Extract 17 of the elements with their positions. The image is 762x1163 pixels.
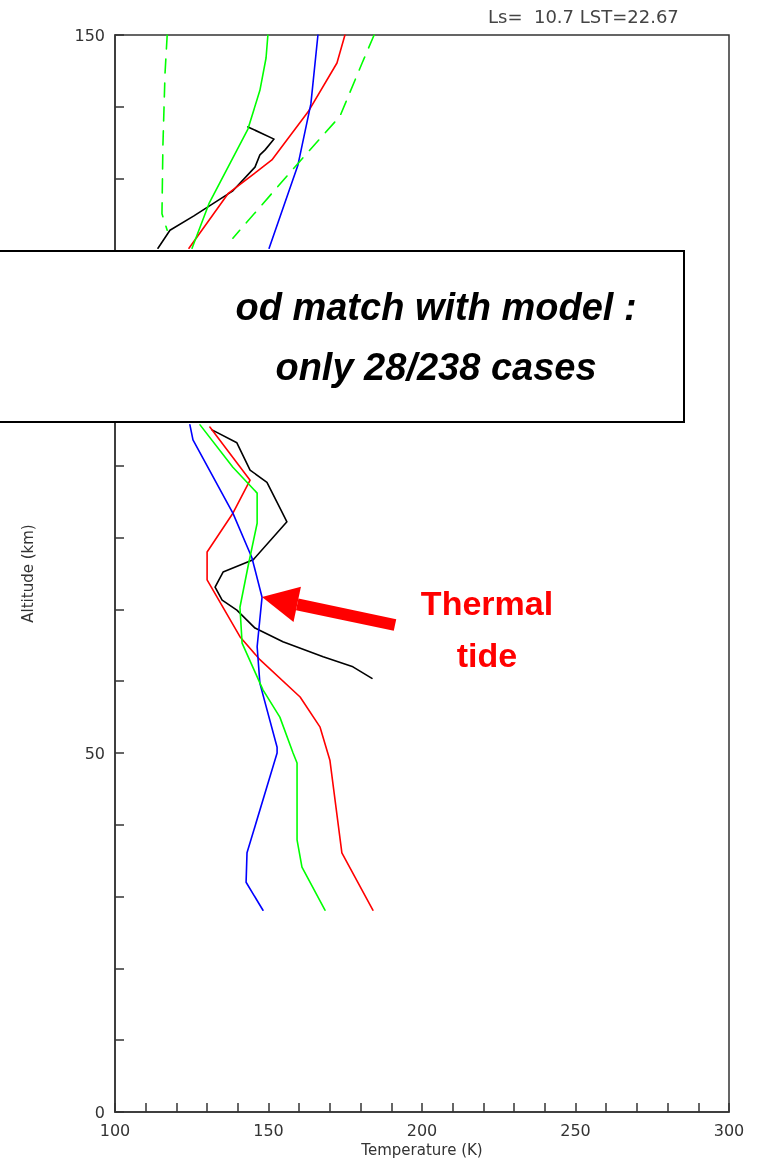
x-tick-label: 200 [406, 1120, 438, 1140]
y-tick-label: 150 [74, 25, 105, 45]
x-tick-label: 250 [560, 1120, 591, 1140]
annotation: only 28/238 cases [275, 344, 597, 390]
annotation: od match with model : [235, 284, 637, 330]
x-tick-label: 300 [713, 1120, 745, 1140]
y-tick-label: 50 [84, 743, 105, 763]
y-axis-title: Altitude (km) [18, 524, 37, 623]
x-axis-title: Temperature (K) [360, 1141, 483, 1160]
annotation: Thermal tide [419, 583, 555, 676]
x-tick-label: 100 [99, 1120, 131, 1140]
chart-title: Ls= 10.7 LST=22.67 [488, 5, 679, 27]
y-tick-label: 0 [94, 1102, 105, 1122]
line-series [232, 34, 375, 239]
note-box: od match with model : only 28/238 cases [0, 250, 685, 423]
x-tick-label: 150 [253, 1120, 284, 1140]
line-series [161, 34, 168, 232]
